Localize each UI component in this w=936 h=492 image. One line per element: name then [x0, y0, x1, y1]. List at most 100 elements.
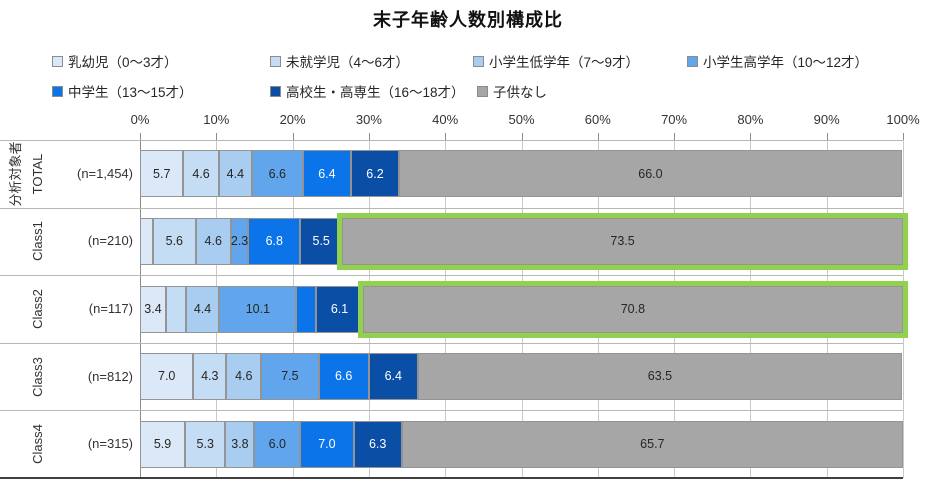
x-axis-tick-mark	[140, 133, 141, 140]
bar-segment-series0: 5.9	[140, 420, 186, 468]
bar-segment-value: 6.4	[384, 369, 402, 384]
bar-segment-value: 6.1	[330, 301, 349, 316]
bar-segment-series5: 5.5	[300, 217, 343, 265]
bar-segment-value: 65.7	[640, 436, 665, 451]
category-label: Class2	[29, 289, 45, 329]
bar-segment-value: 6.8	[265, 234, 283, 249]
x-axis-tick-mark	[368, 133, 370, 140]
bar-segment-value: 10.1	[245, 301, 271, 316]
bar-segment-series3: 6.0	[254, 420, 301, 468]
x-axis-tick-label: 100%	[886, 112, 920, 127]
category-row-labels-class3: Class3 (n=812)	[0, 343, 140, 411]
bar-segment-value: 6.2	[366, 166, 384, 181]
x-axis-tick-label: 70%	[661, 112, 688, 127]
legend-item-1: 未就学児（4〜6才）	[270, 53, 410, 70]
x-axis-tick-mark	[903, 133, 904, 140]
x-axis-tick-mark	[597, 133, 599, 140]
legend-item-label: 小学生低学年（7〜9才）	[489, 55, 640, 70]
category-label: Class4	[29, 424, 45, 465]
x-axis-tick-label: 20%	[279, 112, 306, 127]
bar-segment-value: 5.3	[196, 436, 214, 451]
bar-segment-series1: 5.3	[185, 420, 226, 468]
bar-segment-series1: 5.6	[152, 217, 196, 265]
x-axis-tick-label: 40%	[432, 112, 459, 127]
legend-item-6: 子供なし	[477, 83, 547, 100]
x-axis-tick-label: 90%	[813, 112, 840, 127]
category-n-label: (n=315)	[87, 436, 133, 452]
row-gridline	[0, 140, 903, 141]
bar-segment-value: 6.0	[268, 436, 287, 451]
category-axis-bottom-line	[0, 477, 903, 479]
bar-segment-value: 5.7	[153, 166, 171, 181]
bar-segment-series2: 4.4	[185, 285, 220, 333]
bar-segment-series0: 5.7	[140, 150, 184, 198]
legend-swatch-icon	[270, 85, 281, 97]
x-axis-tick-mark	[826, 133, 828, 140]
category-label: TOTAL	[29, 153, 45, 195]
bar-segment-series0	[140, 217, 153, 265]
legend-swatch-icon	[270, 55, 281, 67]
bar-segment-series6: 66.0	[398, 150, 903, 198]
bar-segment-value: 4.4	[193, 301, 212, 316]
legend-swatch-icon	[52, 85, 63, 97]
bar-segment-series5: 6.1	[316, 285, 363, 333]
bar-segment-value: 6.6	[335, 369, 353, 384]
x-axis-tick-mark	[216, 133, 218, 140]
bar-segment-series4: 7.0	[300, 420, 354, 468]
row-gridline	[0, 207, 903, 209]
category-label: Class3	[29, 356, 45, 397]
legend-item-label: 高校生・高専生（16〜18才）	[286, 85, 465, 100]
bar-segment-value: 73.5	[610, 234, 635, 249]
bar-row-class4: 5.9 5.3 3.8 6.0 7.0 6.3 65.7	[140, 420, 903, 468]
bar-segment-value: 6.3	[368, 436, 387, 451]
category-n-label: (n=812)	[87, 368, 133, 384]
category-row-labels-class2: Class2 (n=117)	[0, 275, 140, 343]
x-axis-tick-mark	[521, 133, 523, 140]
x-axis-tick-label: 60%	[584, 112, 611, 127]
category-row-labels-total: 分析対象者 TOTAL (n=1,454)	[0, 140, 140, 208]
x-axis-tick-label: 10%	[203, 112, 230, 127]
bar-segment-value: 6.6	[268, 166, 287, 181]
legend-item-label: 未就学児（4〜6才）	[286, 55, 410, 70]
legend-swatch-icon	[473, 55, 484, 67]
bar-segment-series1: 4.3	[193, 353, 227, 401]
bar-segment-value: 70.8	[620, 301, 646, 316]
legend-item-0: 乳幼児（0〜3才）	[52, 53, 178, 70]
legend-item-5: 高校生・高専生（16〜18才）	[270, 83, 465, 100]
category-label: Class1	[29, 221, 45, 262]
legend-item-label: 中学生（13〜15才）	[68, 85, 193, 100]
bar-segment-value: 5.6	[165, 234, 184, 249]
bar-segment-series6: 63.5	[417, 353, 903, 401]
bar-segment-value: 5.9	[153, 436, 172, 451]
bar-segment-series2: 4.6	[195, 217, 231, 265]
bar-segment-value: 5.5	[312, 234, 330, 249]
legend-swatch-icon	[477, 85, 488, 97]
x-axis-tick-label: 50%	[508, 112, 535, 127]
bar-segment-series1: 4.6	[183, 150, 219, 198]
bar-row-class2: 3.4 4.4 10.1 6.1 70.8	[140, 285, 903, 333]
bar-segment-series2: 4.4	[218, 150, 253, 198]
bar-segment-series6: 73.5	[342, 217, 903, 265]
row-gridline	[0, 342, 903, 344]
bar-segment-series2: 4.6	[226, 353, 262, 401]
bar-segment-series3: 2.3	[230, 217, 249, 265]
bar-segment-value: 7.0	[158, 369, 176, 384]
x-axis-tick-label: 0%	[130, 112, 150, 127]
bar-segment-value: 4.6	[192, 166, 210, 181]
bar-segment-series3: 6.6	[252, 150, 303, 198]
legend-item-label: 小学生高学年（10〜12才）	[703, 55, 869, 70]
legend-item-label: 子供なし	[493, 85, 547, 100]
legend-swatch-icon	[687, 55, 698, 67]
legend-swatch-icon	[52, 55, 63, 67]
bar-segment-value: 3.4	[144, 301, 162, 316]
bar-segment-series1	[165, 285, 186, 333]
bar-segment-series3: 10.1	[219, 285, 297, 333]
bar-segment-value: 4.4	[226, 166, 245, 181]
bar-segment-series3: 7.5	[261, 353, 319, 401]
chart-title: 末子年齢人数別構成比	[373, 10, 563, 30]
bar-segment-value: 2.3	[230, 234, 249, 249]
row-gridline	[0, 410, 903, 412]
bar-segment-series6: 70.8	[362, 285, 903, 333]
category-row-labels-class1: Class1 (n=210)	[0, 208, 140, 276]
bar-row-total: 5.7 4.6 4.4 6.6 6.4 6.2 66.0	[140, 150, 903, 198]
